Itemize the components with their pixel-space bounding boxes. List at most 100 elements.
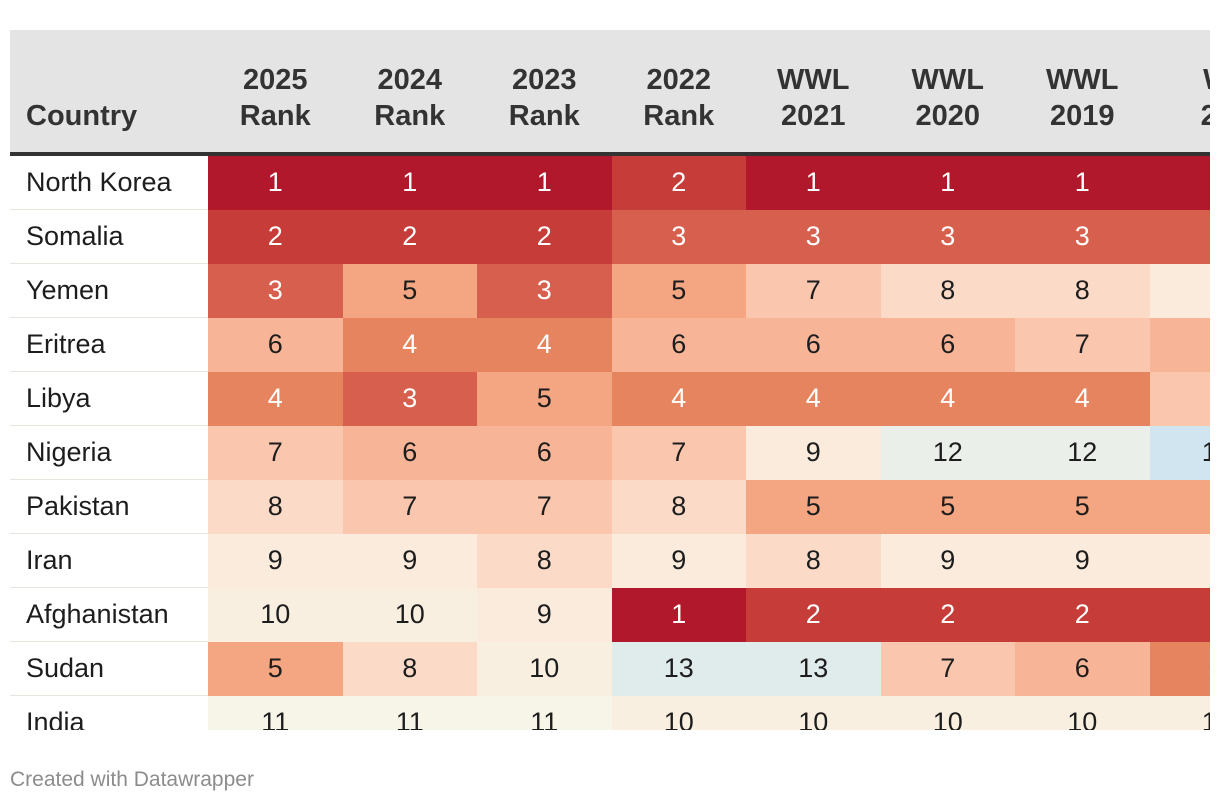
rank-cell: 9 <box>746 425 881 480</box>
column-header-7[interactable]: WWL 2019 <box>1015 30 1150 156</box>
country-cell: India <box>10 695 208 730</box>
rank-value: 7 <box>1074 329 1090 359</box>
column-header-line: Rank <box>374 100 446 132</box>
rank-value: 8 <box>805 545 821 575</box>
rank-cell: 10 <box>880 695 1015 730</box>
table-row: Nigeria 7 6 6 7 9 12 12 14 <box>10 425 1210 480</box>
table-row: Iran 9 9 8 9 8 9 9 9 <box>10 533 1210 588</box>
rank-value: 4 <box>402 329 418 359</box>
rank-value: 8 <box>267 491 283 521</box>
rank-cell: 4 <box>1015 371 1150 426</box>
rank-cell: 2 <box>746 587 881 642</box>
rank-value: 8 <box>671 491 687 521</box>
rank-cell: 1 <box>1015 154 1150 210</box>
rank-cell: 6 <box>1015 641 1150 696</box>
rank-value: 13 <box>663 653 694 683</box>
rank-value: 10 <box>529 653 560 683</box>
rank-cell: 8 <box>880 263 1015 318</box>
rank-cell: 5 <box>880 479 1015 534</box>
rank-value: 6 <box>940 329 956 359</box>
rank-cell: 3 <box>746 209 881 264</box>
rank-cell: 4 <box>477 317 612 372</box>
rank-value: 5 <box>940 491 956 521</box>
rank-value: 1 <box>805 167 821 198</box>
rank-cell: 7 <box>342 479 477 534</box>
rank-value: 6 <box>402 437 418 467</box>
table-row: Eritrea 6 4 4 6 6 6 7 6 <box>10 317 1210 372</box>
table-row: India 11 11 11 10 10 10 10 10 <box>10 695 1210 730</box>
column-header-3[interactable]: 2023 Rank <box>477 30 612 156</box>
column-header-country[interactable]: Country <box>10 30 208 156</box>
column-header-6[interactable]: WWL 2020 <box>880 30 1015 156</box>
rank-cell: 4 <box>880 371 1015 426</box>
rank-value: 8 <box>940 275 956 305</box>
rank-value: 10 <box>663 706 694 730</box>
rank-cell: 7 <box>208 425 343 480</box>
rank-value: 7 <box>805 275 821 305</box>
rank-cell: 1 <box>342 154 477 210</box>
rank-value: 2 <box>402 221 418 251</box>
rank-value: 10 <box>932 706 963 730</box>
rank-value: 5 <box>671 275 687 305</box>
rank-value: 5 <box>805 491 821 521</box>
rank-value: 6 <box>805 329 821 359</box>
rank-cell: 9 <box>208 533 343 588</box>
rank-value: 2 <box>536 221 552 251</box>
rank-cell: 11 <box>477 695 612 730</box>
rank-cell: 9 <box>611 533 746 588</box>
rank-cell: 10 <box>611 695 746 730</box>
country-cell: Sudan <box>10 641 208 696</box>
rank-value: 2 <box>671 167 687 198</box>
rank-value: 3 <box>1074 221 1090 251</box>
rank-cell: 13 <box>611 641 746 696</box>
rank-cell: 8 <box>477 533 612 588</box>
country-cell: Somalia <box>10 209 208 264</box>
rank-cell: 4 <box>746 371 881 426</box>
rank-value: 13 <box>798 653 829 683</box>
rank-value: 9 <box>940 545 956 575</box>
country-cell: Yemen <box>10 263 208 318</box>
rank-value: 10 <box>1201 706 1210 730</box>
column-header-5[interactable]: WWL 2021 <box>746 30 881 156</box>
country-cell: North Korea <box>10 154 208 210</box>
rank-value: 5 <box>267 653 283 683</box>
rank-cell: 12 <box>880 425 1015 480</box>
rank-value: 8 <box>1074 275 1090 305</box>
column-header-line: 2025 <box>242 64 308 96</box>
rank-cell: 8 <box>746 533 881 588</box>
rank-value: 4 <box>267 383 283 413</box>
column-header-line: 2022 <box>646 64 711 96</box>
rank-cell: 5 <box>611 263 746 318</box>
column-header-2[interactable]: 2024 Rank <box>342 30 477 156</box>
rank-cell: 5 <box>477 371 612 426</box>
rank-value: 8 <box>536 545 552 575</box>
rank-cell: 9 <box>477 587 612 642</box>
column-header-4[interactable]: 2022 Rank <box>611 30 746 156</box>
rank-value: 4 <box>671 383 687 413</box>
rank-value: 6 <box>1074 653 1090 683</box>
rank-cell: 2 <box>611 154 746 210</box>
rank-value: 7 <box>536 491 552 521</box>
rank-value: 12 <box>932 437 963 467</box>
rank-cell: 9 <box>880 533 1015 588</box>
column-header-line: Rank <box>239 100 311 132</box>
rank-cell: 8 <box>1015 263 1150 318</box>
rank-value: 2 <box>805 599 821 629</box>
column-header-8[interactable]: W20 <box>1149 30 1210 156</box>
rank-cell: 7 <box>1015 317 1150 372</box>
rank-cell: 14 <box>1149 425 1210 480</box>
rank-cell: 3 <box>880 209 1015 264</box>
rank-cell: 1 <box>1149 154 1210 210</box>
rank-value: 9 <box>805 437 821 467</box>
column-header-1[interactable]: 2025 Rank <box>208 30 343 156</box>
credit-text[interactable]: Created with Datawrapper <box>10 768 254 791</box>
rank-cell: 1 <box>208 154 343 210</box>
column-header-line: WWL <box>777 64 850 96</box>
rank-value: 3 <box>1209 221 1210 251</box>
rank-cell: 7 <box>880 641 1015 696</box>
rank-value: 14 <box>1201 437 1210 467</box>
rank-value: 3 <box>805 221 821 251</box>
rank-cell: 10 <box>477 641 612 696</box>
rank-cell: 7 <box>611 425 746 480</box>
rank-cell: 1 <box>880 154 1015 210</box>
